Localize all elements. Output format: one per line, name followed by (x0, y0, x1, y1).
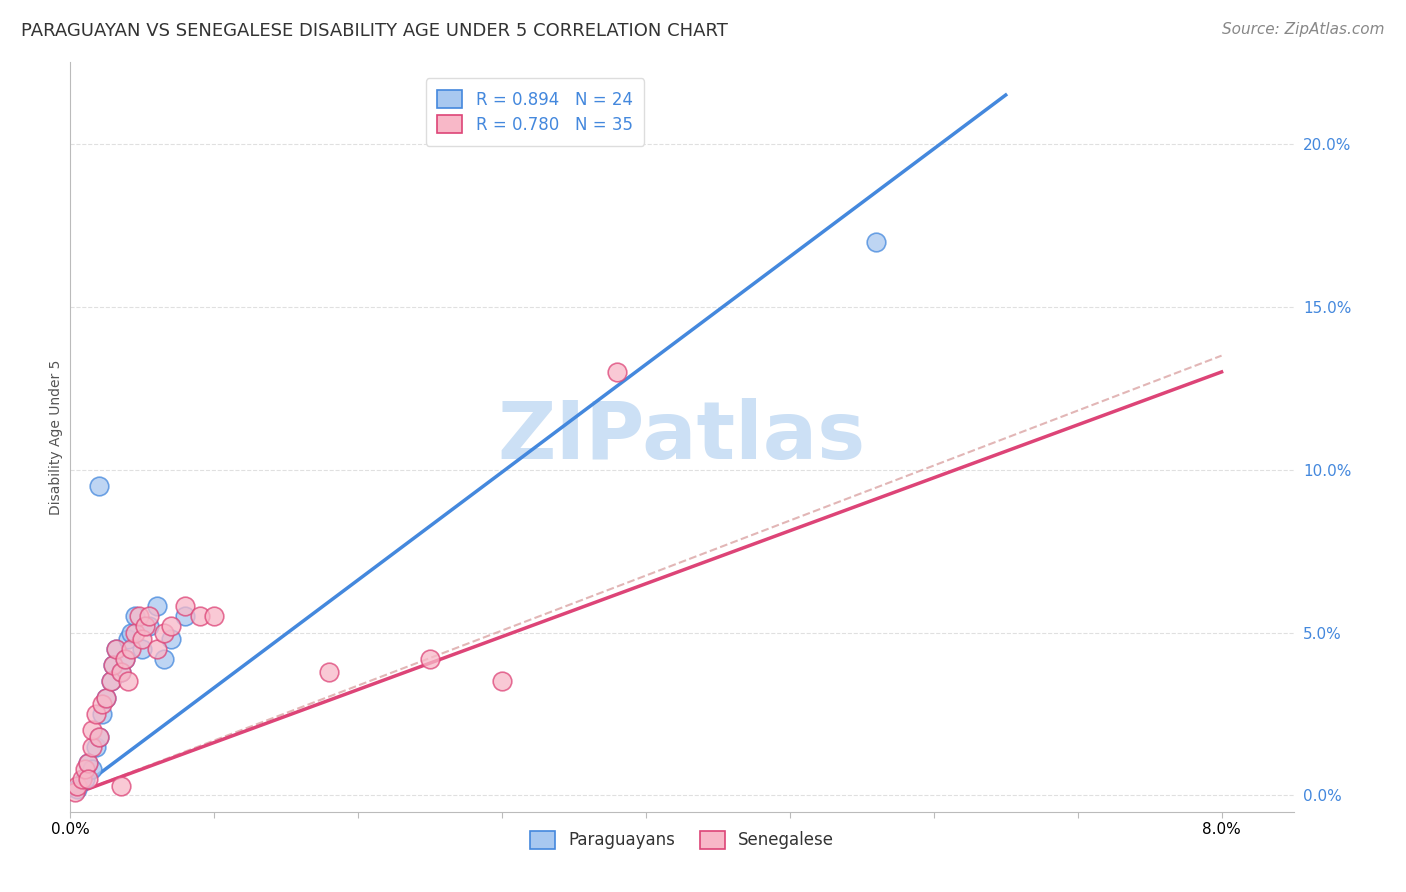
Text: ZIPatlas: ZIPatlas (498, 398, 866, 476)
Point (110, 665, 132, 679)
Point (419, 651, 441, 665)
Point (131, 632, 153, 646)
Point (84, 739, 107, 754)
Text: Source: ZipAtlas.com: Source: ZipAtlas.com (1222, 22, 1385, 37)
Point (124, 609, 146, 624)
Point (91, 706, 114, 721)
Point (80, 739, 103, 754)
Point (103, 658, 125, 673)
Point (110, 779, 132, 793)
Point (117, 674, 139, 689)
Point (114, 651, 136, 665)
Point (80, 763, 103, 777)
Point (96, 690, 118, 705)
Point (174, 609, 197, 624)
Point (105, 641, 128, 656)
Point (73, 772, 96, 786)
Point (318, 665, 340, 679)
Point (134, 619, 156, 633)
Point (138, 609, 160, 624)
Point (66, 781, 89, 796)
Point (131, 641, 153, 656)
Point (103, 658, 125, 673)
Legend: Paraguayans, Senegalese: Paraguayans, Senegalese (523, 824, 841, 855)
Point (91, 697, 114, 711)
Point (66, 779, 89, 793)
Point (606, 365, 628, 379)
Point (87, 730, 110, 744)
Point (138, 619, 160, 633)
Point (160, 632, 183, 646)
Point (63, 785, 86, 799)
Point (117, 632, 139, 646)
Point (87, 479, 110, 493)
Point (100, 674, 122, 689)
Point (76, 756, 98, 770)
Point (96, 690, 118, 705)
Point (70, 772, 93, 786)
Point (110, 665, 132, 679)
Point (114, 651, 136, 665)
Point (153, 651, 176, 665)
Point (202, 609, 225, 624)
Point (491, 674, 513, 689)
Point (124, 625, 146, 640)
Point (145, 599, 167, 614)
Point (73, 763, 96, 777)
Point (174, 599, 197, 614)
Point (153, 625, 176, 640)
Point (76, 772, 98, 786)
Point (188, 609, 211, 624)
Point (100, 674, 122, 689)
Point (120, 641, 142, 656)
Y-axis label: Disability Age Under 5: Disability Age Under 5 (49, 359, 63, 515)
Point (145, 641, 167, 656)
Point (84, 706, 107, 721)
Text: PARAGUAYAN VS SENEGALESE DISABILITY AGE UNDER 5 CORRELATION CHART: PARAGUAYAN VS SENEGALESE DISABILITY AGE … (21, 22, 728, 40)
Point (160, 619, 183, 633)
Point (80, 723, 103, 738)
Point (120, 625, 142, 640)
Point (105, 641, 128, 656)
Point (87, 730, 110, 744)
Point (128, 609, 150, 624)
Point (76, 756, 98, 770)
Point (865, 235, 887, 249)
